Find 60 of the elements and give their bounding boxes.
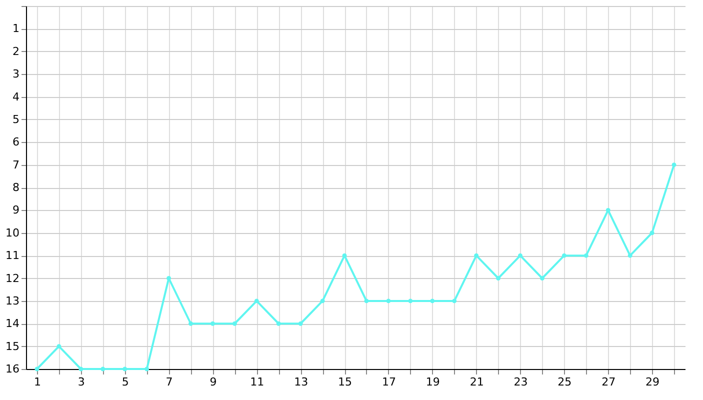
x-tick-label: 23 [514, 376, 528, 388]
y-tick-label: 15 [6, 340, 20, 353]
x-tick-label: 21 [470, 376, 484, 388]
point [144, 366, 150, 372]
point [650, 230, 654, 236]
point [276, 321, 281, 326]
y-tick-label: 3 [12, 68, 20, 81]
point [78, 366, 84, 372]
x-tick-label: 3 [78, 376, 85, 388]
point [188, 321, 193, 326]
point [320, 298, 325, 304]
y-tick-label: 14 [6, 317, 20, 330]
y-tick-label: 8 [12, 181, 20, 194]
point [584, 253, 588, 258]
point [298, 321, 303, 326]
point [474, 253, 479, 258]
x-tick-label: 9 [210, 376, 217, 388]
point [628, 253, 632, 258]
point [364, 298, 369, 304]
y-tick-label: 16 [6, 362, 20, 376]
x-tick-label: 15 [338, 376, 352, 388]
point [672, 162, 676, 168]
x-tick-label: 1 [34, 376, 41, 388]
y-tick-label: 12 [6, 272, 20, 285]
y-tick-label: 13 [6, 294, 20, 308]
point [254, 298, 259, 304]
y-tick-label: 5 [12, 112, 20, 126]
point [540, 276, 544, 280]
y-tick-label: 10 [6, 226, 20, 240]
x-tick-label: 29 [646, 376, 660, 388]
y-tick-label: 2 [12, 44, 20, 58]
x-tick-label: 13 [294, 376, 308, 388]
point [386, 298, 391, 304]
x-tick-label: 19 [426, 376, 440, 388]
point [122, 366, 128, 372]
x-tick-label: 11 [250, 376, 264, 388]
point [496, 276, 501, 280]
point [56, 344, 62, 349]
x-tick-label: 17 [382, 376, 396, 388]
x-tick-label: 7 [166, 376, 173, 388]
point [232, 321, 237, 326]
point [166, 276, 172, 280]
y-tick-label: 1 [12, 22, 20, 36]
point [34, 366, 40, 372]
point [606, 208, 610, 212]
point [430, 298, 435, 304]
y-tick-label: 11 [6, 249, 20, 262]
point [452, 298, 457, 304]
x-tick-label: 25 [558, 376, 572, 388]
x-tick-label: 27 [602, 376, 616, 388]
y-tick-label: 7 [12, 158, 20, 172]
point [210, 321, 215, 326]
point [408, 298, 413, 304]
x-tick-label: 5 [122, 376, 129, 388]
point [100, 366, 106, 372]
y-tick-label: 6 [12, 136, 20, 149]
y-tick-label: 4 [12, 90, 20, 104]
y-tick-label: 9 [12, 204, 20, 217]
point [518, 253, 522, 258]
point [562, 253, 566, 258]
